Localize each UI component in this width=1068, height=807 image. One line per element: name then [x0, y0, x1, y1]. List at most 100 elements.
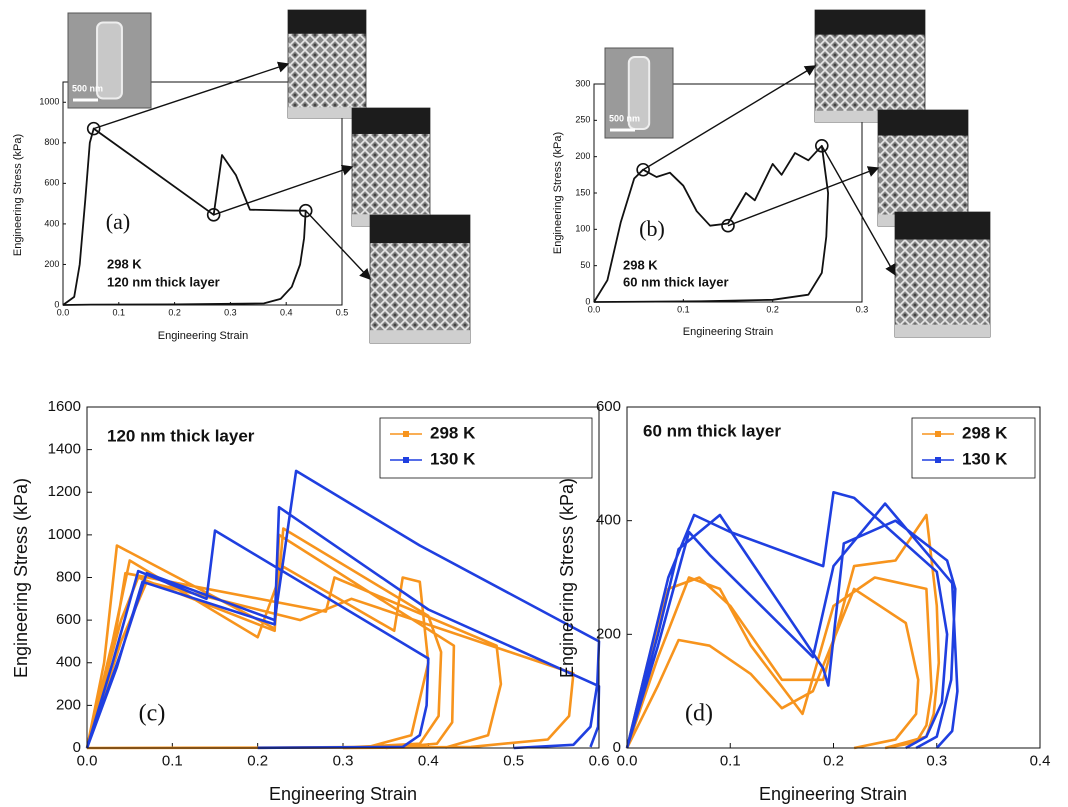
plot-frame — [86, 406, 600, 749]
y-tick-label: 1000 — [39, 97, 59, 107]
data-line — [625, 491, 959, 750]
y-axis-label: Engineering Stress (kPa) — [11, 478, 31, 678]
scale-bar-label: 500 nm — [72, 83, 103, 93]
y-tick-label: 50 — [580, 260, 590, 270]
y-tick-label: 800 — [56, 568, 81, 585]
y-tick-label: 250 — [575, 115, 590, 125]
annotation: 120 nm thick layer — [107, 426, 255, 445]
legend-label: 298 K — [962, 423, 1008, 442]
plot-frame — [62, 81, 343, 306]
y-tick-label: 0 — [613, 739, 621, 756]
sem-platen — [878, 110, 968, 136]
x-tick-label: 0.3 — [926, 752, 947, 769]
panel-label: (d) — [685, 701, 713, 727]
legend-marker — [403, 457, 409, 463]
sem-base — [370, 330, 470, 343]
y-tick-label: 600 — [596, 398, 621, 415]
circled-point — [721, 218, 735, 233]
inset-pillar — [96, 21, 123, 100]
legend-marker — [935, 431, 941, 437]
sem-platen — [815, 10, 925, 35]
sem-platen — [370, 215, 470, 244]
scale-bar-label: 500 nm — [609, 113, 640, 123]
x-tick-label: 0.0 — [617, 752, 638, 769]
x-tick-label: 0.0 — [57, 307, 70, 317]
annotation: 298 K — [107, 256, 142, 271]
y-tick-label: 1000 — [48, 526, 81, 543]
x-tick-label: 0.5 — [503, 752, 524, 769]
y-axis-label: Engineering Stress (kPa) — [552, 132, 564, 254]
arrow — [305, 210, 371, 281]
panel: 0.0 0.1 0.2 0.3 0.4 0 200 400 600 Engineering Str… — [557, 398, 1051, 804]
y-tick-label: 400 — [44, 218, 59, 228]
annotation: 298 K — [623, 257, 658, 272]
sem-base — [895, 324, 990, 337]
x-tick-label: 0.2 — [168, 307, 181, 317]
circled-point — [298, 203, 313, 218]
data-line — [593, 144, 829, 303]
arrow — [821, 145, 896, 276]
x-tick-label: 0.3 — [333, 752, 354, 769]
y-tick-label: 1600 — [48, 398, 81, 415]
arrow — [642, 65, 817, 171]
x-tick-label: 0.2 — [247, 752, 268, 769]
y-tick-label: 0 — [73, 739, 81, 756]
x-axis-label: Engineering Strain — [683, 326, 774, 338]
y-tick-label: 800 — [44, 137, 59, 147]
sem-platen — [352, 108, 430, 134]
arrow — [213, 164, 354, 216]
panel-label: (a) — [106, 209, 130, 234]
circled-point — [86, 121, 101, 136]
panel: 0.0 0.1 0.2 0.3 0.4 0.5 0 200 400 600 800 1000 Engin… — [12, 9, 471, 344]
y-tick-label: 300 — [575, 78, 590, 88]
x-tick-label: 0.3 — [224, 307, 237, 317]
circled-point — [636, 162, 650, 177]
x-tick-label: 0.0 — [77, 752, 98, 769]
data-line — [625, 513, 941, 750]
sem-base — [288, 107, 366, 118]
legend-label: 130 K — [962, 449, 1008, 468]
x-tick-label: 0.0 — [588, 304, 601, 314]
legend-box — [911, 417, 1036, 479]
annotation: 60 nm thick layer — [643, 421, 781, 440]
x-tick-label: 0.2 — [823, 752, 844, 769]
annotation: 60 nm thick layer — [623, 274, 729, 289]
plot-frame — [593, 83, 863, 303]
y-tick-label: 200 — [575, 151, 590, 161]
y-tick-label: 200 — [56, 696, 81, 713]
x-tick-label: 0.1 — [677, 304, 690, 314]
y-tick-label: 200 — [44, 259, 59, 269]
circled-point — [814, 138, 829, 153]
data-line — [85, 469, 601, 750]
x-tick-label: 0.1 — [162, 752, 183, 769]
x-axis-label: Engineering Strain — [158, 330, 249, 342]
y-tick-label: 1400 — [48, 441, 81, 458]
y-tick-label: 200 — [596, 625, 621, 642]
x-axis-label: Engineering Strain — [269, 784, 417, 804]
y-tick-label: 400 — [596, 512, 621, 529]
sem-platen — [288, 10, 366, 34]
arrow — [93, 61, 290, 130]
sem-platen — [895, 212, 990, 240]
sem-base — [815, 110, 925, 122]
circled-point — [206, 207, 221, 222]
panel: 0.0 0.1 0.2 0.3 0 50 100 150 200 250 300 Engineerin… — [552, 9, 991, 338]
legend-box — [379, 417, 593, 479]
annotation: 120 nm thick layer — [107, 274, 220, 289]
x-tick-label: 0.2 — [766, 304, 779, 314]
x-tick-label: 0.4 — [1030, 752, 1051, 769]
inset-pillar — [627, 56, 651, 130]
y-tick-label: 600 — [56, 611, 81, 628]
y-axis-label: Engineering Stress (kPa) — [12, 134, 24, 256]
x-tick-label: 0.5 — [336, 307, 349, 317]
x-tick-label: 0.6 — [589, 752, 610, 769]
x-axis-label: Engineering Strain — [759, 784, 907, 804]
plot-frame — [626, 406, 1041, 749]
y-tick-label: 150 — [575, 187, 590, 197]
data-line — [62, 127, 307, 306]
y-tick-label: 100 — [575, 224, 590, 234]
x-tick-label: 0.3 — [856, 304, 869, 314]
y-tick-label: 1200 — [48, 483, 81, 500]
y-tick-label: 0 — [585, 296, 590, 306]
